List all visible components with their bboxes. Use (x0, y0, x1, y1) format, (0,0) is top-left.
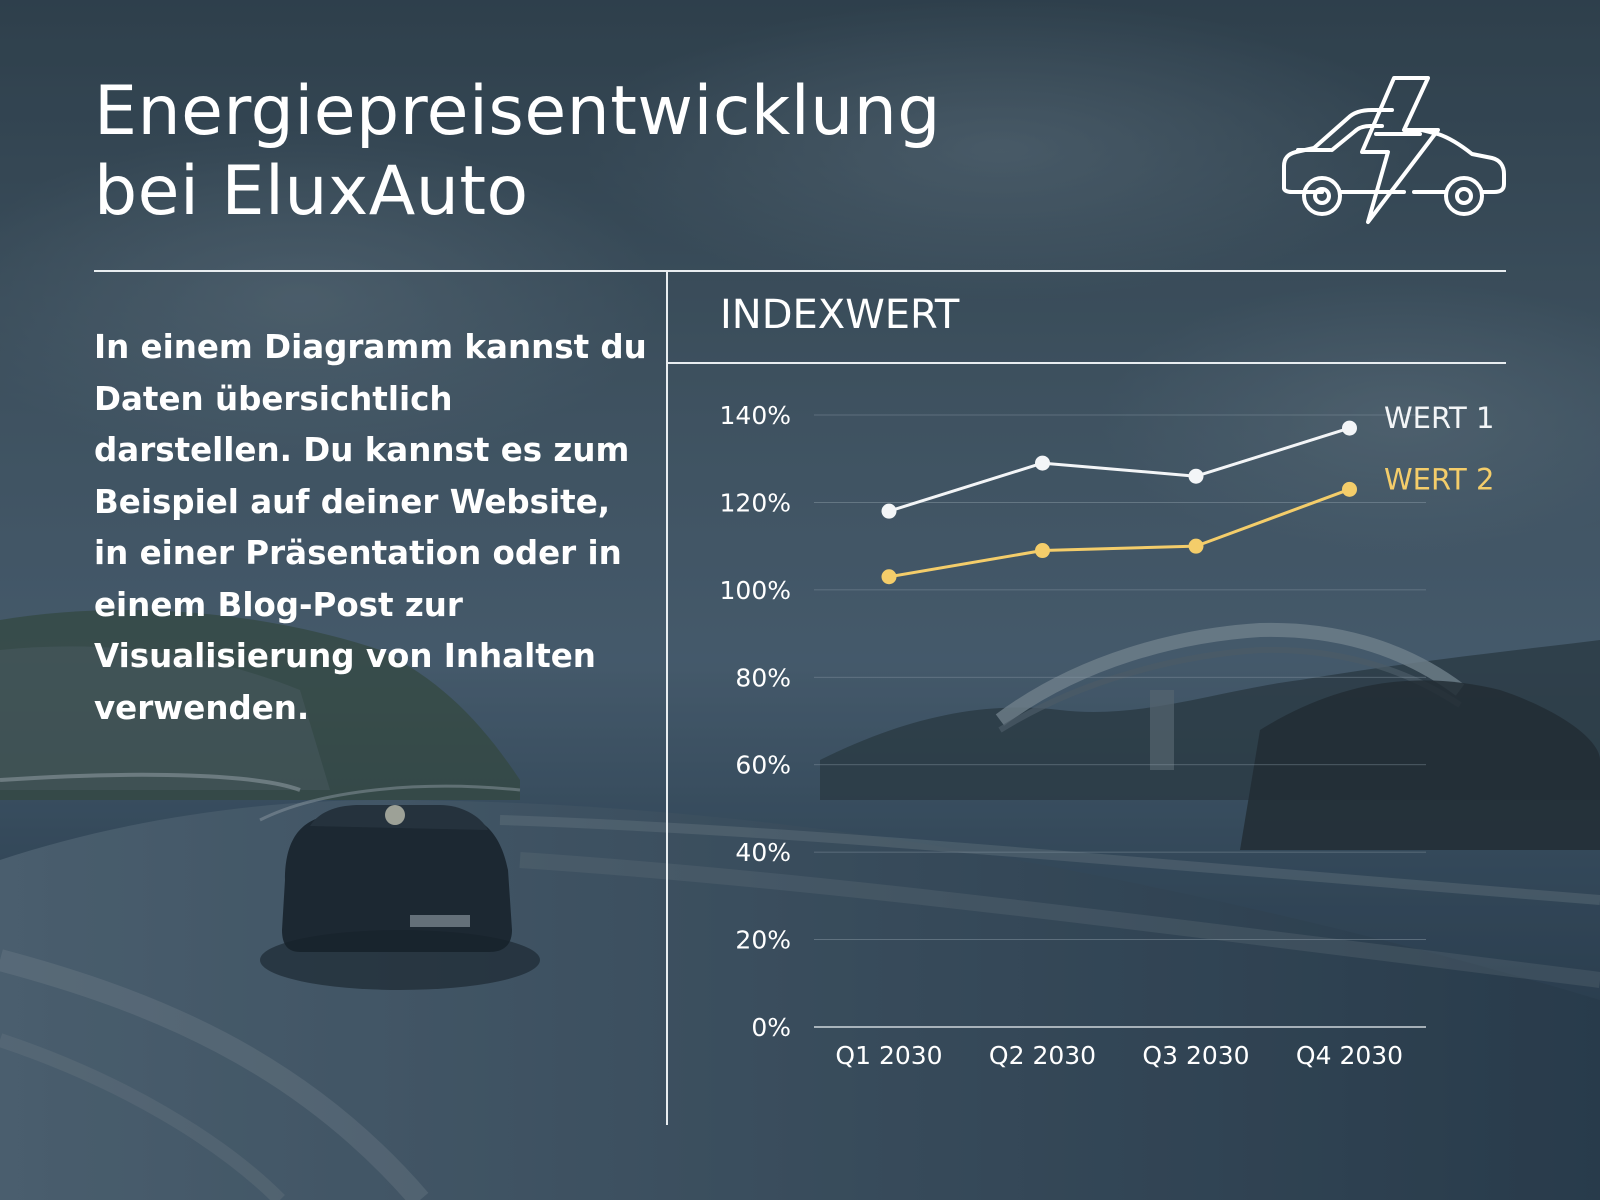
y-tick-label: 40% (735, 838, 791, 867)
column-divider (666, 272, 668, 1125)
y-tick-label: 60% (735, 751, 791, 780)
data-point (1035, 455, 1050, 471)
page-title-line-2: bei EluxAuto (94, 152, 529, 231)
chart-heading: INDEXWERT (720, 292, 960, 338)
data-point (1342, 481, 1357, 497)
y-axis: 0% 20% 40% 60% 80% 100% 120% 140% (720, 401, 791, 1042)
data-point (1035, 543, 1050, 559)
page-title: Energiepreisentwicklung bei EluxAuto (94, 72, 941, 232)
legend-label-2: WERT 2 (1384, 462, 1494, 496)
chart-series (881, 420, 1357, 585)
electric-car-icon (1282, 76, 1506, 224)
legend-label-1: WERT 1 (1384, 401, 1494, 435)
x-tick-label: Q2 2030 (989, 1041, 1096, 1070)
y-tick-label: 20% (735, 926, 791, 955)
page-title-line-1: Energiepreisentwicklung (94, 72, 941, 151)
header-divider (94, 270, 1506, 272)
series-line-2 (888, 487, 1351, 579)
data-point (881, 569, 897, 585)
description-text: In einem Diagramm kannst du Daten übersi… (94, 328, 647, 727)
data-point (1342, 420, 1357, 436)
x-tick-label: Q4 2030 (1296, 1041, 1403, 1070)
x-axis: Q1 2030 Q2 2030 Q3 2030 Q4 2030 (835, 1041, 1403, 1070)
y-tick-label: 120% (720, 488, 791, 517)
data-point (1188, 538, 1204, 554)
y-tick-label: 140% (720, 401, 791, 430)
chart-heading-divider (668, 362, 1506, 364)
data-point (1188, 468, 1204, 484)
chart-grid (814, 414, 1426, 1028)
y-tick-label: 100% (720, 576, 791, 605)
series-line-1 (888, 426, 1350, 513)
chart-legend: WERT 1 WERT 2 (1384, 401, 1494, 496)
y-tick-label: 80% (735, 663, 791, 692)
y-tick-label: 0% (751, 1013, 791, 1042)
x-tick-label: Q1 2030 (835, 1041, 942, 1070)
data-point (881, 503, 897, 519)
x-tick-label: Q3 2030 (1142, 1041, 1249, 1070)
